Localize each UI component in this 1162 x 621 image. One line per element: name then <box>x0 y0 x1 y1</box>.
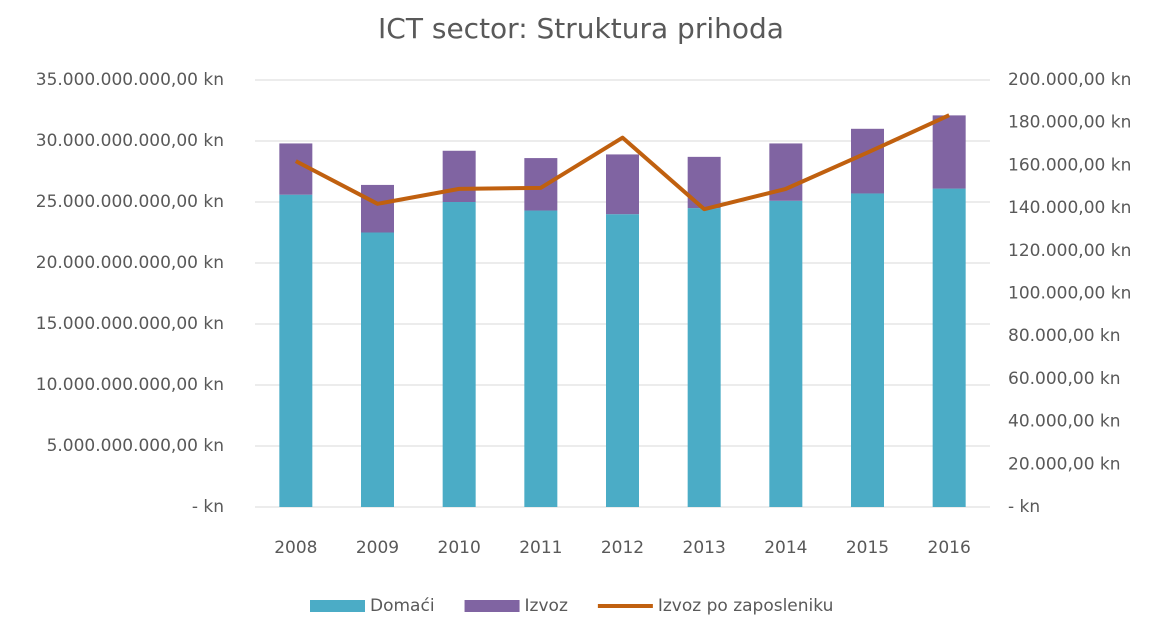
y-tick-label: 5.000.000.000,00 kn <box>47 436 224 456</box>
bar <box>851 193 884 507</box>
y2-tick-label: 120.000,00 kn <box>1008 241 1131 261</box>
y2-tick-label: 180.000,00 kn <box>1008 113 1131 133</box>
y2-tick-label: 200.000,00 kn <box>1008 70 1131 90</box>
y2-tick-label: 20.000,00 kn <box>1008 454 1121 474</box>
y2-tick-label: 160.000,00 kn <box>1008 155 1131 175</box>
line <box>294 113 950 212</box>
y-tick-label: 10.000.000.000,00 kn <box>36 375 224 395</box>
y-tick-label: 15.000.000.000,00 kn <box>36 314 224 334</box>
x-tick-label: 2015 <box>846 538 889 558</box>
x-tick-label: 2016 <box>928 538 971 558</box>
bar <box>442 150 476 202</box>
y-tick-label: - kn <box>192 497 224 517</box>
bar <box>361 184 394 233</box>
x-tick-label: 2011 <box>519 538 562 558</box>
legend-swatch <box>464 600 520 612</box>
bar <box>687 208 721 507</box>
bar <box>769 200 803 507</box>
x-tick-label: 2014 <box>764 538 807 558</box>
x-tick-label: 2012 <box>601 538 644 558</box>
legend-label: Domaći <box>370 596 435 616</box>
y2-tick-label: 80.000,00 kn <box>1008 326 1121 346</box>
bar <box>606 154 639 215</box>
y-tick-label: 25.000.000.000,00 kn <box>36 192 224 212</box>
bar <box>606 214 639 507</box>
legend-label: Izvoz po zaposleniku <box>658 596 834 616</box>
legend-swatch <box>310 600 365 612</box>
x-tick-label: 2013 <box>683 538 726 558</box>
x-tick-label: 2009 <box>356 538 399 558</box>
y2-tick-label: 100.000,00 kn <box>1008 284 1131 304</box>
y2-tick-label: 140.000,00 kn <box>1008 198 1131 218</box>
bar <box>442 202 476 507</box>
bar <box>361 232 394 507</box>
bar <box>851 128 884 194</box>
bar <box>279 194 313 507</box>
x-tick-label: 2008 <box>274 538 317 558</box>
bar <box>932 188 966 507</box>
chart-title: ICT sector: Struktura prihoda <box>378 12 784 45</box>
y-tick-label: 30.000.000.000,00 kn <box>36 131 224 151</box>
y2-tick-label: - kn <box>1008 497 1040 517</box>
bar <box>524 158 558 211</box>
bar <box>524 210 558 508</box>
bar <box>932 115 966 189</box>
y-tick-label: 35.000.000.000,00 kn <box>36 70 224 90</box>
x-tick-label: 2010 <box>438 538 481 558</box>
y2-tick-label: 60.000,00 kn <box>1008 369 1121 389</box>
y-tick-label: 20.000.000.000,00 kn <box>36 253 224 273</box>
y2-tick-label: 40.000,00 kn <box>1008 412 1121 432</box>
legend-label: Izvoz <box>525 596 568 616</box>
